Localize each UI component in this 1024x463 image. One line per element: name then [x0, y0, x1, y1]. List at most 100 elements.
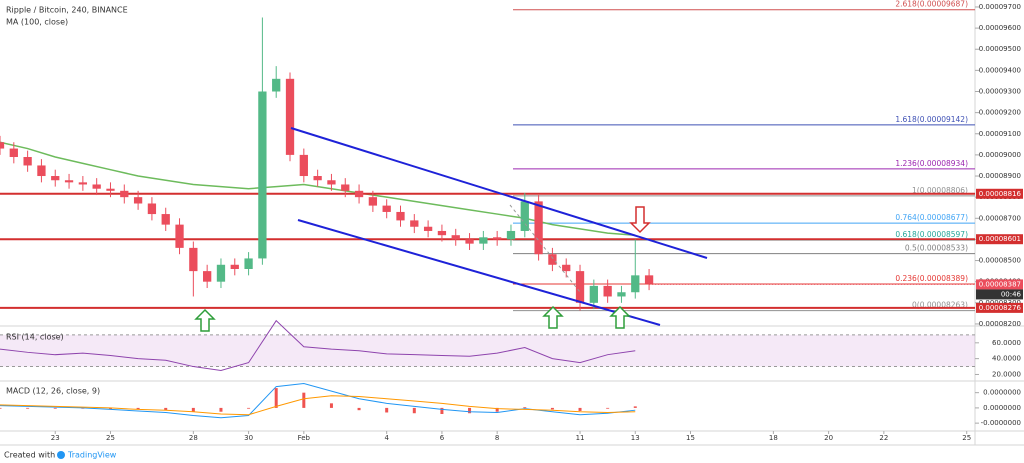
footer-brand[interactable]: TradingView — [67, 451, 117, 460]
candle-body — [64, 180, 74, 183]
y-tick-label: 0.00009600 — [979, 24, 1021, 32]
candle-body — [520, 201, 529, 231]
candle-body — [78, 182, 88, 185]
fib-label: 1(0.00008806) — [912, 186, 968, 195]
fib-label: 0.236(0.00008389) — [895, 274, 968, 283]
candle-body — [230, 264, 239, 270]
candle-body — [175, 224, 184, 248]
level-label-box — [976, 234, 1023, 245]
y-tick-label: 0.00009100 — [979, 130, 1021, 138]
candle-body — [23, 157, 32, 166]
y-tick-label: 0.0000000 — [983, 404, 1021, 412]
macd-histogram-bar — [633, 406, 637, 408]
y-tick-label: 0.00009000 — [979, 151, 1021, 159]
candle-body — [644, 275, 654, 284]
macd-histogram-bar — [53, 407, 57, 409]
trend-line — [290, 127, 708, 259]
candle-body — [313, 176, 322, 181]
rsi-band — [0, 334, 975, 367]
fib-label: 0.5(0.00008533) — [905, 244, 968, 253]
macd-histogram-bar — [468, 407, 472, 414]
up-arrow — [194, 308, 216, 332]
ma-label: MA (100, close) — [6, 18, 68, 27]
candle-body — [341, 184, 350, 191]
candle-body — [479, 237, 488, 244]
macd-histogram-bar — [357, 407, 361, 411]
x-tick-label: 23 — [51, 434, 60, 442]
trend-line — [297, 219, 661, 326]
candle-body — [368, 197, 378, 206]
level-label: 0.00008276 — [979, 304, 1022, 312]
macd-histogram-bar — [26, 407, 30, 409]
up-arrow — [609, 305, 631, 329]
x-tick-label: Feb — [298, 434, 311, 442]
macd-histogram-bar — [302, 392, 306, 408]
macd-histogram-bar — [247, 407, 251, 409]
candle-body — [548, 254, 557, 265]
y-tick-label: 0.0000000 — [983, 389, 1021, 397]
y-tick-label: 0.00008200 — [979, 320, 1021, 328]
rsi-title: RSI (14, close) — [6, 333, 64, 342]
macd-title: MACD (12, 26, close, 9) — [6, 387, 100, 396]
candle-body — [216, 264, 226, 282]
fib-label: 1.618(0.00009142) — [895, 115, 968, 124]
macd-histogram-bar — [495, 407, 499, 412]
candle-body — [534, 201, 543, 255]
candle-body — [451, 235, 460, 240]
countdown-label: 00:46 — [1001, 290, 1022, 298]
plot-layer: 0.00009700 0.00009600 0.00009500 0.00009400… — [0, 0, 1023, 442]
macd-histogram-bar — [108, 407, 112, 410]
level-label-box — [976, 302, 1023, 313]
candle-body — [244, 258, 253, 270]
candle-body — [589, 285, 598, 303]
countdown-box — [976, 289, 1023, 300]
moving-average — [0, 141, 636, 236]
x-tick-label: 18 — [769, 434, 778, 442]
fib-label: 1.236(0.00008934) — [895, 159, 968, 168]
candle-body — [396, 211, 405, 221]
chart-title: Ripple / Bitcoin, 240, BINANCE — [6, 6, 128, 15]
y-tick-label: 0.00009300 — [979, 87, 1021, 95]
x-tick-label: 20 — [824, 434, 833, 442]
macd-histogram-bar — [274, 388, 278, 408]
candle-body — [603, 285, 612, 297]
macd-histogram-bar — [412, 407, 416, 414]
footer-created: Created with — [4, 451, 55, 460]
macd-histogram-bar — [0, 407, 2, 409]
level-label-box — [976, 188, 1023, 199]
up-arrow — [542, 305, 564, 329]
candle-body — [272, 78, 281, 92]
x-tick-label: 25 — [106, 434, 115, 442]
x-tick-label: 8 — [495, 434, 499, 442]
fib-label: 0(0.00008263) — [912, 301, 968, 310]
candle-body — [631, 275, 640, 293]
x-tick-label: 4 — [384, 434, 389, 442]
x-tick-label: 30 — [244, 434, 253, 442]
candle-body — [258, 91, 267, 259]
x-tick-label: 13 — [631, 434, 640, 442]
candle-body — [203, 271, 212, 282]
y-tick-label: 0.00008700 — [979, 214, 1021, 222]
y-tick-label: 0.00008300 — [979, 299, 1021, 307]
macd-line — [0, 395, 636, 416]
fib-label: 0.764(0.00008677) — [895, 213, 968, 222]
candle-body — [382, 205, 391, 212]
macd-histogram-bar — [578, 407, 582, 411]
y-tick-label: 0.00009400 — [979, 66, 1021, 74]
candle-body — [575, 271, 585, 303]
rsi-line — [0, 319, 636, 372]
candle-body — [465, 239, 474, 244]
brand-logo — [57, 451, 65, 459]
candle-body — [133, 197, 143, 204]
candle-body — [37, 165, 46, 177]
macd-histogram-bar — [606, 407, 610, 409]
fib-anchor-line — [509, 204, 581, 293]
candle-body — [327, 180, 336, 185]
x-tick-label: 6 — [440, 434, 445, 442]
y-tick-label: 20.0000 — [992, 370, 1021, 378]
candle-body — [285, 78, 295, 155]
macd-histogram-bar — [550, 407, 554, 410]
candle-body — [9, 148, 18, 158]
candle-body — [106, 188, 115, 191]
macd-histogram-bar — [440, 407, 444, 414]
